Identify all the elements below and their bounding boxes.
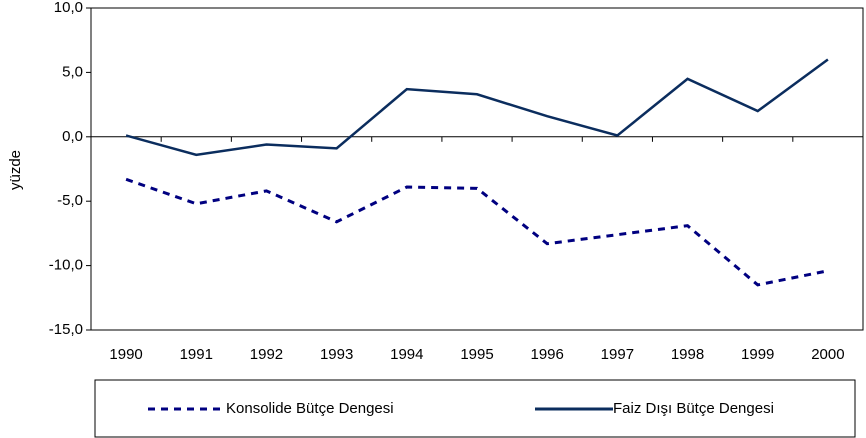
x-tick-label: 1998 (671, 346, 704, 363)
plot-area (90, 7, 864, 331)
y-tick-label: 10,0 (54, 0, 83, 16)
y-tick-label: -15,0 (49, 321, 83, 338)
line-series (125, 58, 829, 157)
x-tick-label: 1997 (601, 346, 634, 363)
y-tick-label: 5,0 (62, 63, 83, 80)
y-axis-label: yüzde (7, 150, 24, 190)
x-tick-label: 1995 (460, 346, 493, 363)
x-tick-label: 1999 (741, 346, 774, 363)
x-tick-label: 1994 (390, 346, 423, 363)
legend-box (94, 379, 856, 438)
line-series (125, 177, 829, 287)
legend-label: Konsolide Bütçe Dengesi (226, 400, 394, 417)
x-tick-label: 1990 (109, 346, 142, 363)
y-tick-label: -5,0 (57, 192, 83, 209)
y-tick-label: -10,0 (49, 257, 83, 274)
x-tick-label: 1991 (180, 346, 213, 363)
x-tick-label: 1993 (320, 346, 353, 363)
x-tick-label: 2000 (811, 346, 844, 363)
y-tick-label: 0,0 (62, 128, 83, 145)
legend-label: Faiz Dışı Bütçe Dengesi (613, 400, 774, 417)
x-tick-label: 1992 (250, 346, 283, 363)
x-tick-label: 1996 (530, 346, 563, 363)
